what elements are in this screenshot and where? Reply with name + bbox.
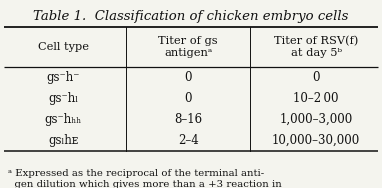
Text: 2–4: 2–4 [178, 134, 199, 147]
Text: Titer of RSV(f)
at day 5ᵇ: Titer of RSV(f) at day 5ᵇ [274, 36, 358, 58]
Text: Titer of gs
antigenᵃ: Titer of gs antigenᵃ [158, 36, 218, 58]
Text: gs⁻hₕₕ: gs⁻hₕₕ [44, 113, 82, 126]
Text: 10–2 00: 10–2 00 [293, 92, 339, 105]
Text: 1,000–3,000: 1,000–3,000 [280, 113, 353, 126]
Text: gs⁻h⁻: gs⁻h⁻ [46, 71, 80, 84]
Text: 0: 0 [185, 92, 192, 105]
Text: 0: 0 [185, 71, 192, 84]
Text: 10,000–30,000: 10,000–30,000 [272, 134, 360, 147]
Text: 0: 0 [312, 71, 320, 84]
Text: gsₗhᴇ: gsₗhᴇ [48, 134, 78, 147]
Text: Table 1.  Classification of chicken embryo cells: Table 1. Classification of chicken embry… [33, 10, 349, 23]
Text: gs⁻hₗ: gs⁻hₗ [48, 92, 78, 105]
Text: 8–16: 8–16 [174, 113, 202, 126]
Text: Cell type: Cell type [37, 42, 89, 52]
Text: ᵃ Expressed as the reciprocal of the terminal anti-
  gen dilution which gives m: ᵃ Expressed as the reciprocal of the ter… [8, 169, 282, 188]
